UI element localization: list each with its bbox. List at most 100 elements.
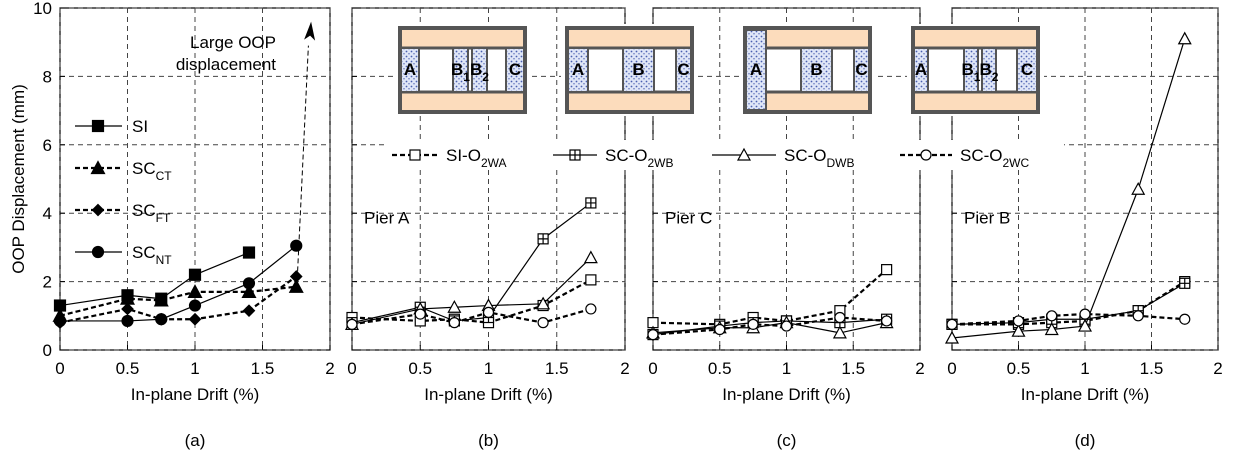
legend-label-sub: DWB bbox=[827, 156, 855, 170]
legend-label-sub: 2WB bbox=[648, 156, 674, 170]
marker bbox=[1011, 323, 1026, 337]
inset-pier bbox=[567, 47, 589, 93]
caption: (a) bbox=[185, 431, 206, 450]
inset-label: C bbox=[677, 60, 689, 79]
inset-label-sub: 2 bbox=[992, 70, 999, 84]
marker-plus bbox=[570, 150, 580, 160]
inset-label-main: C bbox=[855, 60, 867, 79]
marker bbox=[537, 317, 549, 329]
x-axis-label: In-plane Drift (%) bbox=[424, 385, 552, 404]
inset-label: C bbox=[1021, 60, 1033, 79]
marker bbox=[409, 149, 421, 161]
legend-label-main: SC-O bbox=[784, 146, 827, 165]
inset-pier bbox=[745, 29, 767, 111]
y-tick-label: 2 bbox=[43, 273, 52, 292]
marker bbox=[188, 268, 202, 281]
marker bbox=[187, 284, 203, 298]
x-tick-label: 2 bbox=[325, 359, 334, 378]
marker bbox=[1046, 310, 1058, 322]
marker-box bbox=[91, 119, 105, 133]
marker bbox=[536, 296, 551, 310]
marker bbox=[241, 284, 257, 298]
marker bbox=[448, 317, 460, 329]
x-tick-label: 1 bbox=[782, 359, 791, 378]
marker-box bbox=[242, 246, 256, 259]
inset-label-main: B bbox=[962, 60, 974, 79]
y-tick-label: 4 bbox=[43, 204, 52, 223]
inset-pier bbox=[622, 47, 655, 93]
y-axis-label: OOP Displacement (mm) bbox=[9, 84, 28, 274]
marker bbox=[1179, 313, 1191, 325]
inset-pier bbox=[800, 47, 833, 93]
x-tick-label: 1.5 bbox=[841, 359, 865, 378]
inset-pier bbox=[505, 47, 525, 93]
series-line bbox=[951, 282, 1186, 325]
series-line bbox=[652, 316, 887, 336]
inset-label: B2 bbox=[470, 60, 489, 84]
marker bbox=[289, 270, 303, 283]
legend-label: SCNT bbox=[132, 243, 172, 267]
inset-label-main: B bbox=[980, 60, 992, 79]
marker bbox=[1179, 277, 1191, 289]
inset-label-main: B bbox=[632, 60, 644, 79]
x-tick-label: 0 bbox=[55, 359, 64, 378]
marker bbox=[188, 299, 202, 312]
legend-label-main: SC bbox=[132, 201, 156, 220]
legend-label-sub: NT bbox=[156, 253, 173, 267]
marker bbox=[747, 318, 759, 330]
legend-label-sub: 2WC bbox=[1003, 156, 1030, 170]
inset-pier bbox=[853, 47, 870, 93]
series-line bbox=[351, 307, 592, 326]
legend-label: SI-O2WA bbox=[446, 146, 507, 170]
legend-label-sub: 2WA bbox=[481, 156, 507, 170]
annotation: Pier B bbox=[964, 208, 1010, 227]
marker bbox=[121, 302, 134, 316]
x-tick-label: 2 bbox=[915, 359, 924, 378]
marker-plus bbox=[538, 233, 549, 244]
inset-label: C bbox=[855, 60, 867, 79]
legend-label: SCCT bbox=[132, 159, 172, 183]
x-tick-label: 0.5 bbox=[116, 359, 140, 378]
marker bbox=[1079, 308, 1091, 320]
marker bbox=[242, 304, 256, 318]
marker bbox=[242, 246, 256, 259]
legend-label-sub: CT bbox=[156, 169, 173, 183]
inset-pier bbox=[675, 47, 692, 93]
inset-label-main: C bbox=[1021, 60, 1033, 79]
series-line bbox=[951, 312, 1185, 326]
inset-pier bbox=[913, 47, 929, 93]
legend-label-main: SC bbox=[132, 159, 156, 178]
marker bbox=[290, 239, 303, 252]
marker bbox=[881, 264, 893, 276]
inset-label-main: B bbox=[810, 60, 822, 79]
inset-label-main: B bbox=[451, 60, 463, 79]
annotation-arrowhead bbox=[304, 21, 316, 41]
x-axis-label: In-plane Drift (%) bbox=[1021, 385, 1149, 404]
marker bbox=[1132, 310, 1144, 322]
x-tick-label: 0.5 bbox=[1007, 359, 1031, 378]
marker bbox=[780, 320, 793, 332]
x-axis-label: In-plane Drift (%) bbox=[722, 385, 850, 404]
marker bbox=[585, 303, 597, 315]
inset-label: B bbox=[632, 60, 644, 79]
marker bbox=[155, 313, 168, 326]
x-tick-label: 2 bbox=[620, 359, 629, 378]
x-tick-label: 0 bbox=[947, 359, 956, 378]
x-tick-label: 1.5 bbox=[1140, 359, 1164, 378]
series-line bbox=[351, 202, 592, 324]
x-tick-label: 1.5 bbox=[251, 359, 275, 378]
marker bbox=[585, 274, 597, 286]
x-tick-label: 1 bbox=[484, 359, 493, 378]
inset-label: C bbox=[509, 60, 521, 79]
marker bbox=[583, 250, 598, 264]
inset-pier bbox=[981, 47, 997, 93]
inset-pier bbox=[963, 47, 979, 93]
marker bbox=[91, 119, 105, 133]
marker bbox=[920, 149, 932, 161]
inset-label-main: A bbox=[750, 60, 762, 79]
marker-box bbox=[585, 274, 597, 286]
caption: (b) bbox=[478, 431, 499, 450]
marker bbox=[188, 312, 202, 326]
